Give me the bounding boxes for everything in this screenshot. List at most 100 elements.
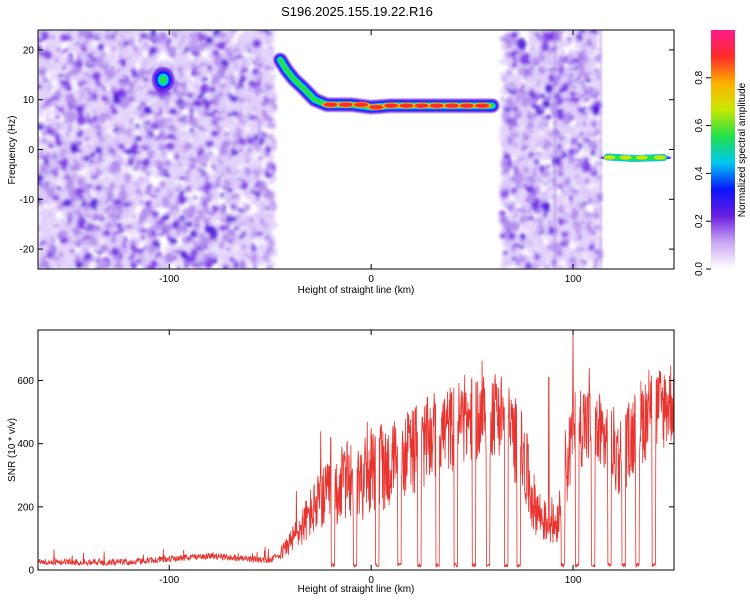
noise-blob — [180, 243, 186, 248]
noise-blob — [72, 112, 77, 119]
noise-blob — [127, 32, 133, 39]
noise-blob — [198, 218, 206, 228]
noise-blob — [187, 197, 194, 205]
noise-blob — [585, 254, 594, 261]
noise-blob — [85, 213, 91, 219]
noise-blob — [205, 192, 213, 203]
noise-blob — [224, 80, 234, 93]
noise-blob — [528, 33, 535, 39]
noise-blob — [76, 132, 82, 138]
noise-blob — [94, 141, 102, 147]
noise-blob — [86, 45, 93, 51]
noise-blob — [143, 83, 150, 87]
noise-blob — [176, 114, 184, 119]
noise-blob — [115, 63, 121, 68]
noise-blob — [77, 109, 84, 117]
noise-blob — [271, 139, 277, 144]
noise-blob — [195, 56, 199, 60]
noise-blob — [82, 143, 89, 149]
noise-blob — [73, 41, 77, 45]
noise-blob — [161, 263, 168, 269]
noise-blob — [264, 189, 274, 199]
noise-blob — [196, 232, 200, 237]
noise-blob — [195, 146, 199, 150]
noise-blob — [160, 154, 167, 160]
noise-blob — [93, 230, 103, 238]
noise-blob — [158, 31, 168, 39]
noise-blob — [241, 181, 248, 191]
noise-blob — [63, 117, 69, 124]
noise-blob — [177, 160, 182, 163]
noise-blob — [174, 85, 179, 90]
noise-blob — [94, 65, 101, 73]
noise-blob — [70, 248, 75, 254]
noise-blob — [180, 85, 187, 90]
chart-title: S196.2025.155.19.22.R16 — [281, 4, 433, 19]
noise-blob — [234, 66, 238, 69]
noise-blob — [172, 35, 182, 46]
noise-blob — [220, 182, 229, 187]
noise-blob — [110, 65, 115, 69]
noise-blob — [244, 255, 250, 262]
noise-blob — [271, 108, 277, 115]
noise-blob — [45, 169, 52, 173]
noise-blob — [197, 246, 202, 251]
noise-blob — [167, 258, 175, 263]
noise-blob — [193, 43, 200, 49]
noise-blob — [113, 184, 122, 192]
noise-blob — [220, 51, 226, 60]
noise-blob — [48, 213, 51, 217]
noise-blob — [173, 33, 178, 38]
noise-blob — [153, 155, 160, 161]
noise-blob — [46, 138, 53, 143]
noise-blob — [64, 95, 70, 103]
noise-blob — [121, 79, 128, 87]
noise-blob — [210, 79, 218, 86]
noise-blob — [183, 74, 188, 80]
noise-blob — [252, 38, 262, 49]
noise-blob — [83, 105, 90, 113]
noise-blob — [77, 239, 81, 242]
noise-blob — [268, 154, 275, 161]
noise-blob — [41, 44, 48, 49]
noise-blob — [113, 256, 118, 261]
noise-blob — [41, 194, 46, 199]
noise-blob — [257, 209, 267, 219]
noise-blob — [118, 223, 123, 227]
noise-blob — [49, 152, 54, 156]
noise-blob — [264, 170, 270, 178]
noise-blob — [120, 37, 124, 43]
noise-blob — [210, 155, 218, 165]
noise-blob — [188, 52, 193, 56]
noise-blob — [192, 105, 198, 112]
noise-blob — [264, 214, 274, 226]
noise-blob — [236, 63, 243, 70]
noise-blob — [146, 93, 155, 102]
noise-blob — [156, 215, 161, 221]
noise-blob — [219, 206, 224, 210]
noise-blob — [97, 134, 101, 139]
noise-blob — [248, 259, 253, 265]
noise-blob — [238, 123, 243, 129]
noise-blob — [170, 188, 177, 195]
noise-blob — [234, 122, 239, 128]
noise-blob — [55, 166, 60, 173]
noise-blob — [266, 91, 275, 100]
noise-blob — [229, 95, 233, 98]
noise-blob — [203, 206, 210, 213]
noise-blob — [262, 254, 268, 261]
noise-blob — [207, 219, 213, 226]
noise-blob — [87, 148, 95, 153]
noise-blob — [163, 130, 170, 136]
noise-blob — [176, 102, 181, 107]
noise-blob — [212, 192, 220, 202]
noise-blob — [211, 205, 216, 208]
noise-blob — [117, 88, 127, 99]
noise-blob — [69, 222, 77, 230]
noise-blob — [134, 44, 139, 48]
noise-blob — [70, 143, 79, 154]
noise-blob — [251, 159, 257, 165]
noise-blob — [155, 43, 159, 48]
noise-blob — [137, 126, 146, 135]
